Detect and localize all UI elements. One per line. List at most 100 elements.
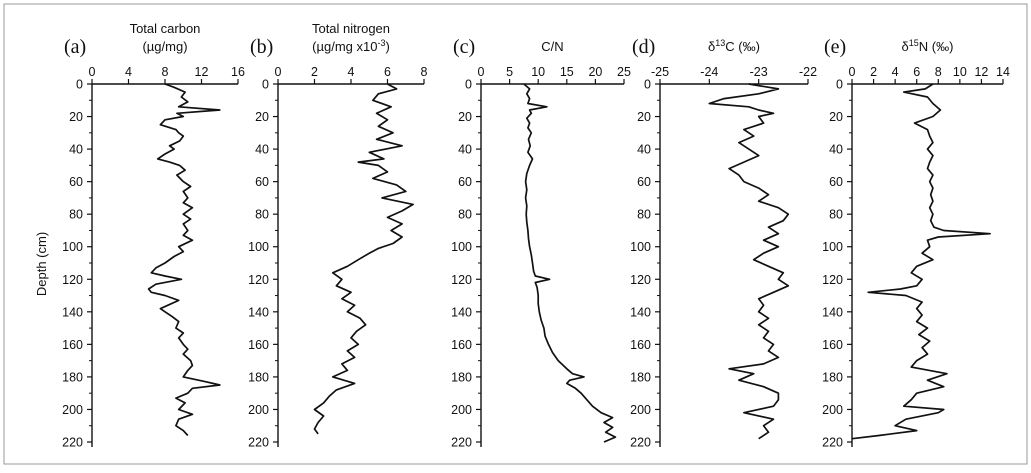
y-tick-label-e: 100 <box>822 240 843 254</box>
series-line-a <box>147 83 221 437</box>
y-tick-label-d: 80 <box>637 208 651 222</box>
x-tick-label-b: 4 <box>348 65 355 79</box>
x-tick-label-e: 6 <box>913 65 920 79</box>
y-tick-label-e: 160 <box>822 338 843 352</box>
panel-title-a: Total carbon <box>130 21 201 36</box>
y-tick-label-a: 120 <box>62 273 83 287</box>
x-tick-label-d: -25 <box>651 65 669 79</box>
y-tick-label-d: 60 <box>637 175 651 189</box>
y-tick-label-e: 80 <box>829 208 843 222</box>
x-tick-label-e: 12 <box>974 65 988 79</box>
title-sup-d: 13 <box>715 38 725 48</box>
y-tick-label-a: 80 <box>69 208 83 222</box>
x-tick-label-b: 2 <box>311 65 318 79</box>
panel-b: 0 2 4 6 8020406080100120140160180200220(b)To… <box>248 21 427 450</box>
panel-c: 0 5 10 15 20 25 0 20 40 60 80 100 120 140 160 180 200 220… <box>451 36 631 450</box>
y-tick-label-a: 220 <box>62 436 83 450</box>
x-tick-label-b: 6 <box>384 65 391 79</box>
y-tick-label-d: 0 <box>644 78 651 92</box>
panel-subtitle-a: (µg/mg) <box>142 39 187 54</box>
y-tick-label-a: 40 <box>69 143 83 157</box>
y-axis-label: Depth (cm) <box>34 232 49 296</box>
y-tick-label-c: 220 <box>451 436 472 450</box>
y-tick-label-d: 140 <box>630 305 651 319</box>
panel-title-e: δ15N (‰) <box>902 38 954 54</box>
y-tick-label-d: 20 <box>637 110 651 124</box>
x-tick-label-b: 0 <box>275 65 282 79</box>
series-line-d <box>708 83 790 440</box>
x-tick-label-d: -24 <box>700 65 718 79</box>
y-tick-label-e: 0 <box>836 78 843 92</box>
panel-letter-a: (a) <box>64 36 86 58</box>
panel-title-b: Total nitrogen <box>312 21 390 36</box>
y-tick-label-c: 140 <box>451 305 472 319</box>
series-line-b <box>313 83 414 435</box>
y-tick-label-e: 220 <box>822 436 843 450</box>
y-tick-label-c: 60 <box>458 175 472 189</box>
x-tick-label-a: 8 <box>162 65 169 79</box>
figure-border <box>3 3 1028 465</box>
y-tick-label-a: 20 <box>69 110 83 124</box>
y-tick-label-a: 60 <box>69 175 83 189</box>
panel-letter-e: (e) <box>824 36 846 58</box>
y-tick-label-b: 180 <box>248 370 269 384</box>
y-tick-label-c: 100 <box>451 240 472 254</box>
y-tick-label-c: 20 <box>458 110 472 124</box>
y-tick-label-d: 120 <box>630 273 651 287</box>
y-tick-label-b: 220 <box>248 436 269 450</box>
title-end-e: N (‰) <box>919 39 954 54</box>
series-line-c <box>523 83 617 443</box>
panel-subtitle-b: (µg/mg x10-3) <box>312 38 390 54</box>
y-tick-label-e: 40 <box>829 143 843 157</box>
y-tick-label-e: 60 <box>829 175 843 189</box>
y-tick-label-a: 180 <box>62 370 83 384</box>
y-tick-label-b: 120 <box>248 273 269 287</box>
subtitle-main-b: (µg/mg x10 <box>312 39 377 54</box>
title-end-d: C (‰) <box>725 39 760 54</box>
y-tick-label-b: 0 <box>262 78 269 92</box>
y-tick-label-c: 180 <box>451 370 472 384</box>
y-tick-label-e: 200 <box>822 403 843 417</box>
y-tick-label-d: 100 <box>630 240 651 254</box>
x-tick-label-e: 4 <box>892 65 899 79</box>
x-tick-label-d: -22 <box>799 65 817 79</box>
x-tick-label-e: 2 <box>870 65 877 79</box>
y-tick-label-d: 200 <box>630 403 651 417</box>
x-tick-label-d: -23 <box>750 65 768 79</box>
panel-title-d: δ13C (‰) <box>708 38 760 54</box>
y-tick-label-c: 40 <box>458 143 472 157</box>
x-tick-label-e: 0 <box>849 65 856 79</box>
panel-e: 0 2 4 6 8 10 12 1402040608010012014016018020022… <box>822 36 1010 450</box>
y-tick-label-c: 200 <box>451 403 472 417</box>
x-tick-label-a: 16 <box>231 65 245 79</box>
x-tick-label-c: 15 <box>560 65 574 79</box>
y-tick-label-e: 180 <box>822 370 843 384</box>
x-tick-label-c: 5 <box>506 65 513 79</box>
x-tick-label-e: 8 <box>935 65 942 79</box>
y-tick-label-a: 100 <box>62 240 83 254</box>
y-tick-label-e: 140 <box>822 305 843 319</box>
y-tick-label-d: 40 <box>637 143 651 157</box>
y-tick-label-e: 20 <box>829 110 843 124</box>
panel-letter-d: (d) <box>632 36 655 58</box>
y-tick-label-e: 120 <box>822 273 843 287</box>
y-tick-label-d: 220 <box>630 436 651 450</box>
subtitle-sup-b: -3 <box>377 38 385 48</box>
x-tick-label-e: 10 <box>953 65 967 79</box>
x-tick-label-e: 14 <box>996 65 1010 79</box>
x-tick-label-c: 20 <box>588 65 602 79</box>
y-tick-label-c: 160 <box>451 338 472 352</box>
x-tick-label-a: 4 <box>125 65 132 79</box>
x-tick-label-a: 12 <box>195 65 209 79</box>
panel-d: -25 -24 -23 -22 0 20 40 60 80 100 120 140 160 180 200 2… <box>630 36 817 450</box>
x-tick-label-c: 10 <box>531 65 545 79</box>
subtitle-end-b: ) <box>385 39 389 54</box>
y-tick-label-b: 20 <box>255 110 269 124</box>
y-tick-label-c: 0 <box>465 78 472 92</box>
y-tick-label-a: 200 <box>62 403 83 417</box>
x-tick-label-a: 0 <box>89 65 96 79</box>
panel-a: 0 4 8 12 16020406080100120140160180200220(a)… <box>62 21 245 450</box>
x-tick-label-b: 8 <box>421 65 428 79</box>
